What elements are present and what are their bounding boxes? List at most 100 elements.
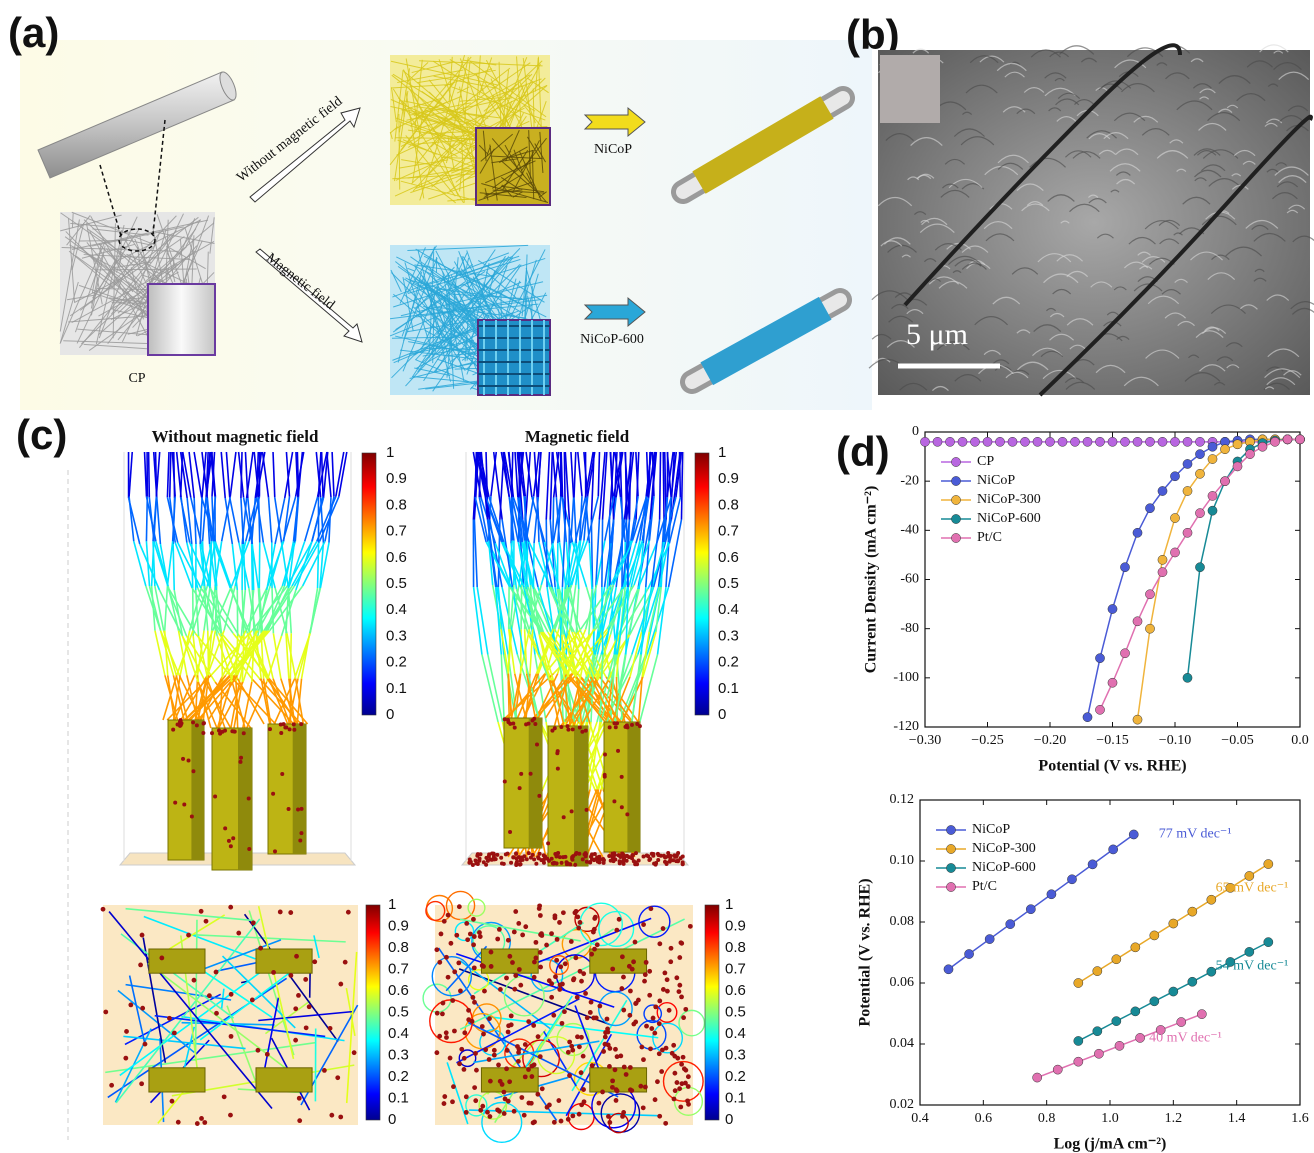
particle [584,807,589,812]
marker [1095,653,1105,664]
streamline-seg [532,586,552,633]
streamline-seg [508,496,520,543]
streamline-seg [186,497,193,545]
fiber [437,303,539,314]
marker [1073,1036,1084,1046]
particle [652,1030,658,1036]
sem-flake [1123,376,1159,387]
sem-flake [1147,295,1180,305]
sem-flake [1090,281,1113,288]
sem-flake [1042,369,1077,380]
particle [600,1089,605,1095]
particle [175,722,180,727]
pillar-top [148,948,206,974]
swirl [522,1039,561,1078]
particle [345,909,351,915]
streamline-seg [201,451,207,499]
colorbar-tick-label: 1 [388,896,396,913]
particle [191,720,196,725]
streamline-seg [286,540,313,587]
fiber [74,255,103,333]
particle [612,1067,618,1073]
sem-flake [1213,382,1226,386]
particle [576,925,582,931]
particle [287,727,292,732]
marker [1195,508,1205,518]
streamline-seg [311,496,324,542]
particle [549,931,554,937]
particle [485,858,490,863]
fiber [481,183,549,204]
particle [656,853,661,858]
streamline-seg [631,496,648,541]
streamline-seg [547,631,577,678]
streamline-seg [572,654,596,723]
sem-flake [1287,105,1309,112]
streamline-seg [214,542,233,589]
particle [614,1054,620,1060]
particle [181,756,186,761]
sem-flake [1098,83,1123,91]
fiber [539,131,544,174]
particle [509,860,514,865]
fiber [403,69,459,196]
fiber [66,215,91,246]
particle [138,962,143,968]
particle [631,959,636,965]
marker [1145,623,1155,634]
sem-flake [997,162,1024,170]
particle [294,953,299,959]
particle [557,987,563,992]
streamline-seg [173,589,184,637]
swirl [458,1049,477,1068]
streamline-seg [242,681,253,729]
streamline-seg [633,540,651,586]
particle [218,731,223,736]
sem-flake [1121,83,1155,93]
particle [625,725,630,730]
fiber [408,279,449,291]
streamline-seg [159,630,181,676]
fiber [427,73,533,176]
streamline-seg [518,496,526,541]
sem-flake [1254,268,1265,273]
fiber [478,144,488,155]
particle [441,1101,447,1106]
particle [529,1074,535,1079]
sem-flake [1266,377,1296,386]
streamline-seg [569,540,589,586]
particle [504,1047,510,1053]
particle [657,1113,663,1119]
streamline-seg [612,540,634,586]
flow-line [124,993,222,1046]
marker [1155,1025,1166,1035]
fiber [433,343,439,357]
particle [644,1023,649,1029]
streamline-seg [608,519,612,588]
particle [630,853,635,858]
flow-line [345,951,358,1104]
streamline-seg [474,496,487,543]
legend-marker [946,882,956,892]
x-tick-label: 1.4 [1228,1111,1246,1126]
particle [465,937,471,943]
y-tick-label: -80 [900,621,919,636]
particle [584,859,589,864]
particle [329,1112,335,1118]
particle [619,774,624,779]
streamline-seg [478,496,489,543]
fiber [482,130,487,162]
streamline-seg [295,543,312,591]
particle [647,857,652,862]
particle [481,1031,486,1037]
streamline-seg [285,451,291,497]
particle [631,1021,637,1027]
sem-flake [1029,157,1066,168]
streamline-seg [200,587,234,634]
sem-flake [887,244,917,253]
particle [569,1043,575,1049]
sem-flake [1017,361,1049,371]
fiber [110,230,177,315]
marker [1057,436,1068,447]
marker [1108,844,1119,855]
